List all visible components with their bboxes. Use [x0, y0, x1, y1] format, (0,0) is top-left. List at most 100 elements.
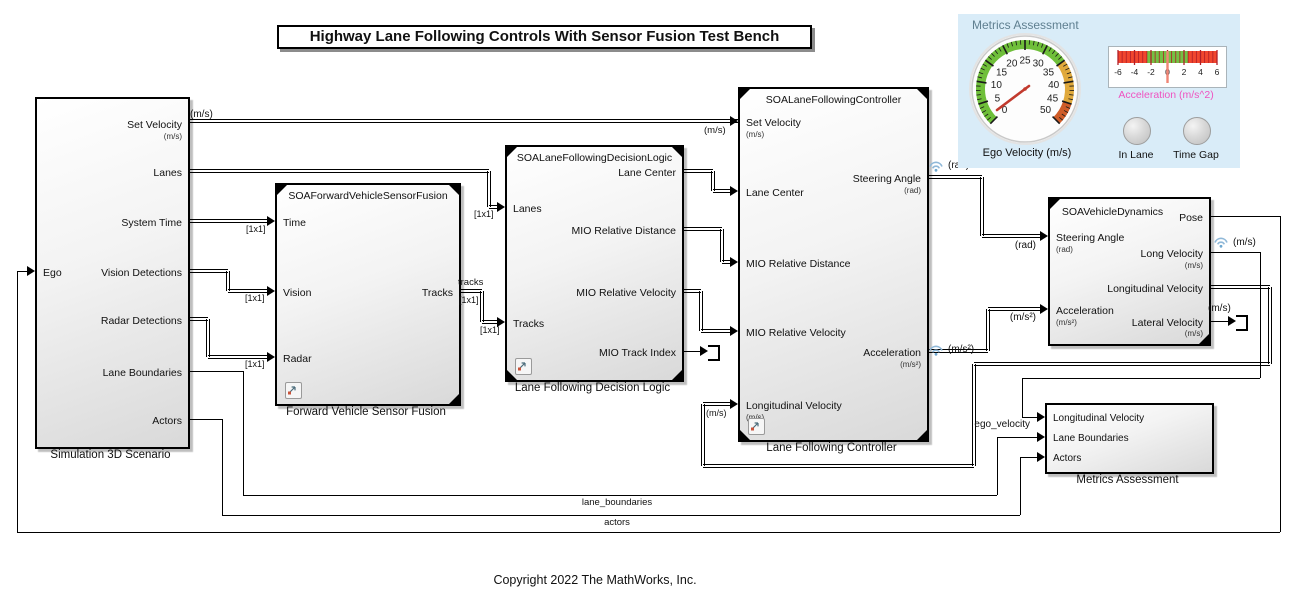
port-unit: (m/s): [163, 132, 182, 141]
wire-segment: [1207, 216, 1280, 217]
wire-arrowhead: [497, 202, 505, 212]
signal-logging-icon[interactable]: [928, 343, 944, 356]
wire-segment: [703, 402, 730, 406]
wire-segment: [1280, 216, 1281, 532]
signal-unit-label: (m/s): [704, 125, 726, 136]
wire-arrowhead: [730, 186, 738, 196]
signal-name-label: actors: [604, 517, 630, 528]
wire-arrowhead: [1037, 412, 1045, 422]
port-label: Actors: [1053, 453, 1082, 464]
wire-segment: [187, 419, 222, 420]
lamp-label: In Lane: [1118, 149, 1154, 161]
port-label: Tracks: [421, 287, 453, 299]
wire-segment: [925, 175, 982, 179]
port-label: Acceleration: [863, 347, 921, 359]
port-label: System Time: [121, 217, 182, 229]
signal-unit-label: (m/s²): [948, 344, 975, 355]
svg-text:4: 4: [1198, 67, 1203, 77]
signal-unit-label: (m/s): [1208, 303, 1231, 314]
wire-segment: [222, 419, 223, 515]
port-label: MIO Relative Velocity: [576, 287, 676, 299]
wire-segment: [680, 351, 700, 352]
port-label: Lanes: [513, 203, 542, 215]
block-forward-vehicle-sensor-fusion[interactable]: SOAForwardVehicleSensorFusion Time Visio…: [275, 183, 461, 406]
svg-text:2: 2: [1182, 67, 1187, 77]
wire-segment: [972, 364, 976, 466]
port-label: MIO Relative Velocity: [746, 327, 846, 339]
wire-segment: [1022, 378, 1260, 379]
wire-arrowhead: [700, 346, 708, 356]
model-reference-badge-icon[interactable]: [748, 418, 765, 435]
wire-segment: [1260, 252, 1261, 378]
corner-wedge-icon: [449, 185, 459, 195]
signal-dimension-label: [1x1]: [245, 293, 265, 303]
block-header: SOALaneFollowingDecisionLogic: [516, 152, 673, 164]
wire-segment: [17, 271, 18, 532]
wire-arrowhead: [267, 216, 275, 226]
svg-text:50: 50: [1040, 105, 1052, 116]
gauge-label: Ego Velocity (m/s): [982, 147, 1072, 159]
dashboard-title: Metrics Assessment: [972, 18, 1079, 32]
corner-wedge-icon: [740, 89, 750, 99]
wire-segment: [974, 362, 1270, 366]
port-label: Pose: [1179, 212, 1203, 224]
port-unit: (rad): [904, 186, 921, 195]
svg-text:35: 35: [1043, 67, 1055, 78]
block-lane-following-controller[interactable]: SOALaneFollowingController Set Velocity …: [738, 87, 929, 442]
wire-segment: [187, 219, 267, 223]
time-gap-lamp-icon[interactable]: [1183, 117, 1211, 145]
port-label: Lane Boundaries: [1053, 433, 1129, 444]
wire-segment: [713, 189, 730, 193]
port-label: Ego: [43, 267, 62, 279]
wire-segment: [925, 349, 988, 353]
terminator-icon[interactable]: [708, 345, 720, 361]
wire-arrowhead: [1037, 452, 1045, 462]
svg-text:-4: -4: [1131, 67, 1139, 77]
model-reference-badge-icon[interactable]: [285, 382, 302, 399]
block-simulation-3d-scenario[interactable]: Ego Set Velocity (m/s) Lanes System Time…: [35, 97, 190, 449]
block-header: SOALaneFollowingController: [765, 94, 902, 106]
wire-segment: [187, 317, 208, 321]
wire-arrowhead: [1037, 432, 1045, 442]
port-label: Longitudinal Velocity: [1053, 413, 1145, 424]
terminator-icon[interactable]: [1236, 315, 1248, 331]
port-label: Actors: [152, 415, 182, 427]
corner-wedge-icon: [672, 370, 682, 380]
wire-segment: [489, 205, 499, 209]
wire-segment: [187, 371, 243, 372]
signal-logging-icon[interactable]: [928, 159, 944, 172]
corner-wedge-icon: [277, 185, 287, 195]
block-caption: Lane Following Decision Logic: [514, 382, 671, 394]
port-label: Radar: [283, 353, 312, 365]
port-unit: (m/s): [746, 412, 764, 424]
wire-segment: [480, 291, 484, 322]
block-metrics-assessment[interactable]: Longitudinal Velocity Lane Boundaries Ac…: [1045, 403, 1214, 474]
wire-segment: [206, 319, 210, 357]
wire-segment: [187, 119, 738, 123]
wire-arrowhead: [730, 116, 738, 126]
wire-segment: [722, 260, 730, 264]
wire-segment: [1207, 252, 1260, 253]
wire-segment: [680, 227, 722, 231]
wire-arrowhead: [267, 352, 275, 362]
port-label: Steering Angle: [852, 173, 921, 185]
port-label: Lane Center: [746, 187, 804, 199]
signal-unit-label: (m/s): [1233, 237, 1256, 248]
acceleration-linear-gauge[interactable]: -6-4-20246: [1108, 46, 1227, 88]
model-reference-badge-icon[interactable]: [515, 358, 532, 375]
wire-segment: [711, 171, 715, 191]
wire-segment: [228, 289, 267, 293]
port-label: Vision Detections: [101, 267, 182, 279]
linear-gauge-label: Acceleration (m/s^2): [1118, 89, 1214, 101]
wire-segment: [680, 289, 701, 293]
block-lane-following-decision-logic[interactable]: SOALaneFollowingDecisionLogic Lanes Trac…: [505, 145, 684, 382]
wire-segment: [457, 289, 482, 293]
wire-segment: [187, 269, 228, 273]
signal-logging-icon[interactable]: [1213, 235, 1229, 248]
wire-segment: [997, 437, 1037, 438]
signal-unit-label: (m/s): [190, 109, 213, 120]
block-vehicle-dynamics[interactable]: SOAVehicleDynamics Pose Steering Angle (…: [1048, 197, 1211, 346]
svg-text:-6: -6: [1114, 67, 1122, 77]
in-lane-lamp-icon[interactable]: [1123, 117, 1151, 145]
